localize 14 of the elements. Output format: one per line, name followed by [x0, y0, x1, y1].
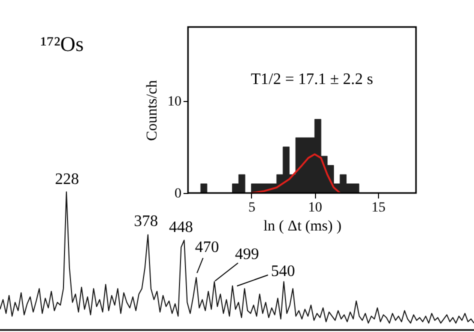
x-tick-label: 15 — [372, 200, 386, 216]
y-tick-label: 0 — [174, 186, 182, 202]
text: 228 — [55, 171, 79, 188]
annotation: 499 — [235, 246, 259, 263]
chart-title: ¹⁷²Os — [40, 32, 84, 56]
annotation: T1/2 = 17.1 ± 2.2 s — [250, 71, 374, 88]
annotation: 540 — [271, 263, 295, 280]
x-axis-title: ln ( Δt (ms) ) — [264, 218, 342, 234]
annotation: 378 — [134, 213, 158, 230]
annotation: 448 — [169, 219, 193, 236]
y-axis-title: Counts/ch — [144, 80, 160, 141]
x-tick-label: 5 — [248, 200, 256, 216]
x-tick-label: 10 — [308, 200, 322, 216]
annotation: 470 — [195, 239, 219, 256]
